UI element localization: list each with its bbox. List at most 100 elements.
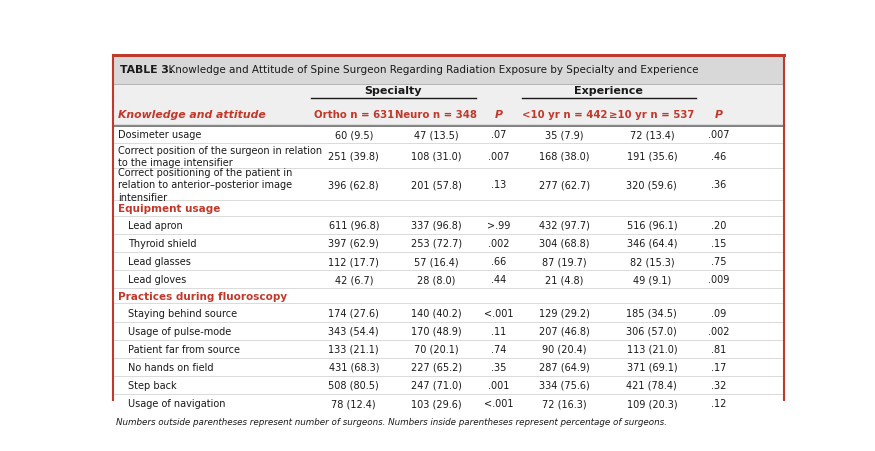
- Text: 82 (15.3): 82 (15.3): [629, 257, 674, 267]
- Text: 28 (8.0): 28 (8.0): [417, 275, 456, 285]
- Text: .007: .007: [708, 130, 730, 140]
- Text: .32: .32: [711, 380, 726, 390]
- Text: 346 (64.4): 346 (64.4): [626, 239, 677, 249]
- Text: .75: .75: [711, 257, 727, 267]
- Text: Usage of navigation: Usage of navigation: [128, 398, 225, 408]
- Bar: [113, 56, 784, 84]
- Text: .11: .11: [491, 326, 507, 336]
- Text: 611 (96.8): 611 (96.8): [328, 221, 379, 230]
- Text: 421 (78.4): 421 (78.4): [626, 380, 677, 390]
- Text: .007: .007: [488, 152, 509, 161]
- Text: 287 (64.9): 287 (64.9): [539, 362, 590, 372]
- Text: 343 (54.4): 343 (54.4): [328, 326, 379, 336]
- Text: 168 (38.0): 168 (38.0): [539, 152, 590, 161]
- Text: 112 (17.7): 112 (17.7): [328, 257, 379, 267]
- Text: 431 (68.3): 431 (68.3): [328, 362, 379, 372]
- Text: 108 (31.0): 108 (31.0): [411, 152, 462, 161]
- Text: Dosimeter usage: Dosimeter usage: [118, 130, 201, 140]
- Text: 129 (29.2): 129 (29.2): [539, 308, 590, 318]
- Text: 72 (16.3): 72 (16.3): [542, 398, 587, 408]
- Text: 337 (96.8): 337 (96.8): [411, 221, 462, 230]
- Text: <.001: <.001: [484, 398, 514, 408]
- Bar: [113, 84, 784, 126]
- Text: 432 (97.7): 432 (97.7): [539, 221, 590, 230]
- Text: .009: .009: [708, 275, 730, 285]
- Text: .36: .36: [711, 180, 726, 190]
- Text: Correct positioning of the patient in
relation to anterior–posterior image
inten: Correct positioning of the patient in re…: [118, 168, 292, 202]
- Text: P: P: [715, 110, 723, 120]
- Text: 42 (6.7): 42 (6.7): [334, 275, 373, 285]
- Text: 140 (40.2): 140 (40.2): [411, 308, 462, 318]
- Text: .66: .66: [491, 257, 507, 267]
- Text: .35: .35: [491, 362, 507, 372]
- Text: .44: .44: [491, 275, 507, 285]
- Text: 109 (20.3): 109 (20.3): [626, 398, 677, 408]
- Text: 70 (20.1): 70 (20.1): [414, 344, 459, 354]
- Text: 320 (59.6): 320 (59.6): [626, 180, 677, 190]
- Text: Staying behind source: Staying behind source: [128, 308, 237, 318]
- Text: Step back: Step back: [128, 380, 176, 390]
- Text: 277 (62.7): 277 (62.7): [539, 180, 590, 190]
- Text: <10 yr n = 442: <10 yr n = 442: [522, 110, 607, 120]
- Text: .81: .81: [711, 344, 726, 354]
- Text: TABLE 3.: TABLE 3.: [120, 65, 172, 75]
- Text: 397 (62.9): 397 (62.9): [328, 239, 379, 249]
- Text: Correct position of the surgeon in relation
to the image intensifier: Correct position of the surgeon in relat…: [118, 145, 322, 168]
- Text: 306 (57.0): 306 (57.0): [626, 326, 677, 336]
- Text: .002: .002: [488, 239, 509, 249]
- Text: 35 (7.9): 35 (7.9): [545, 130, 584, 140]
- Text: .13: .13: [491, 180, 507, 190]
- Text: 334 (75.6): 334 (75.6): [539, 380, 590, 390]
- Text: 21 (4.8): 21 (4.8): [545, 275, 584, 285]
- Text: Thyroid shield: Thyroid shield: [128, 239, 196, 249]
- Text: 47 (13.5): 47 (13.5): [414, 130, 459, 140]
- Text: 185 (34.5): 185 (34.5): [626, 308, 677, 318]
- Text: Experience: Experience: [575, 86, 643, 96]
- Text: 57 (16.4): 57 (16.4): [414, 257, 459, 267]
- Text: 170 (48.9): 170 (48.9): [411, 326, 462, 336]
- Text: 396 (62.8): 396 (62.8): [328, 180, 379, 190]
- Text: No hands on field: No hands on field: [128, 362, 214, 372]
- Text: Knowledge and attitude: Knowledge and attitude: [118, 110, 266, 120]
- Text: Patient far from source: Patient far from source: [128, 344, 240, 354]
- Text: 174 (27.6): 174 (27.6): [328, 308, 379, 318]
- Text: P: P: [494, 110, 503, 120]
- Text: 227 (65.2): 227 (65.2): [410, 362, 462, 372]
- Text: Numbers outside parentheses represent number of surgeons. Numbers inside parenth: Numbers outside parentheses represent nu…: [116, 417, 667, 426]
- Text: Equipment usage: Equipment usage: [118, 204, 220, 214]
- Text: .002: .002: [708, 326, 730, 336]
- Text: 72 (13.4): 72 (13.4): [629, 130, 674, 140]
- Text: .07: .07: [491, 130, 507, 140]
- Text: 90 (20.4): 90 (20.4): [542, 344, 587, 354]
- Text: <.001: <.001: [484, 308, 514, 318]
- Text: 304 (68.8): 304 (68.8): [539, 239, 590, 249]
- Text: 49 (9.1): 49 (9.1): [633, 275, 671, 285]
- Text: 113 (21.0): 113 (21.0): [626, 344, 677, 354]
- Text: 371 (69.1): 371 (69.1): [626, 362, 677, 372]
- Text: 201 (57.8): 201 (57.8): [411, 180, 462, 190]
- Text: 78 (12.4): 78 (12.4): [332, 398, 376, 408]
- Text: .001: .001: [488, 380, 509, 390]
- Text: 60 (9.5): 60 (9.5): [334, 130, 373, 140]
- Text: >.99: >.99: [487, 221, 510, 230]
- Text: Specialty: Specialty: [365, 86, 422, 96]
- Text: 207 (46.8): 207 (46.8): [539, 326, 590, 336]
- Text: Lead apron: Lead apron: [128, 221, 182, 230]
- Text: 87 (19.7): 87 (19.7): [542, 257, 587, 267]
- Text: Usage of pulse-mode: Usage of pulse-mode: [128, 326, 231, 336]
- Text: Lead glasses: Lead glasses: [128, 257, 191, 267]
- Text: Ortho n = 631: Ortho n = 631: [313, 110, 394, 120]
- Text: 508 (80.5): 508 (80.5): [328, 380, 379, 390]
- Text: 103 (29.6): 103 (29.6): [411, 398, 462, 408]
- Text: .15: .15: [711, 239, 726, 249]
- Text: .09: .09: [711, 308, 726, 318]
- Text: 251 (39.8): 251 (39.8): [328, 152, 379, 161]
- Text: .20: .20: [711, 221, 726, 230]
- Text: .46: .46: [711, 152, 726, 161]
- Text: .17: .17: [711, 362, 726, 372]
- Text: 253 (72.7): 253 (72.7): [410, 239, 462, 249]
- Text: Lead gloves: Lead gloves: [128, 275, 186, 285]
- Text: 133 (21.1): 133 (21.1): [328, 344, 379, 354]
- Text: Neuro n = 348: Neuro n = 348: [396, 110, 478, 120]
- Text: 247 (71.0): 247 (71.0): [411, 380, 462, 390]
